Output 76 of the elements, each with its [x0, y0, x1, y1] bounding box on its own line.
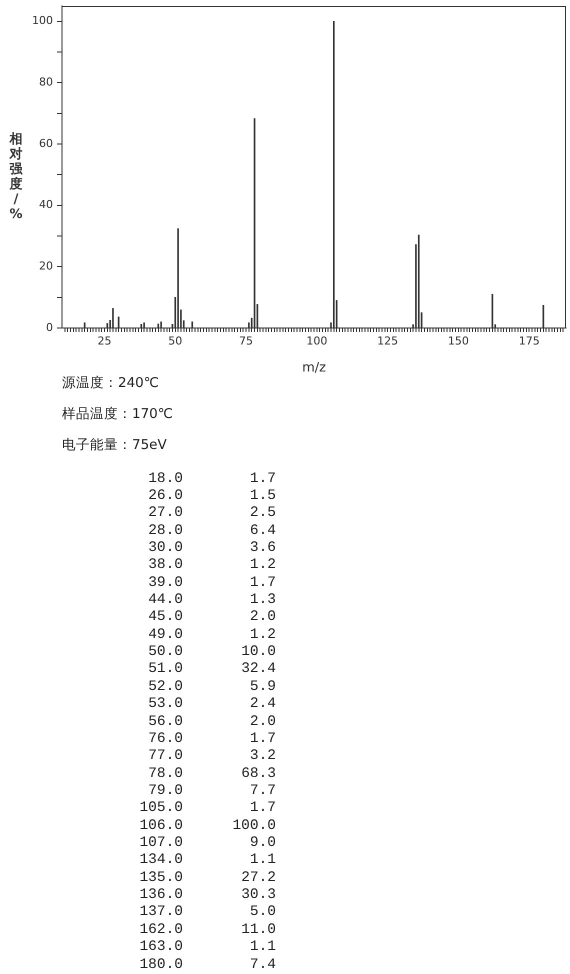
text: 1.1 [248, 852, 276, 870]
x-tick-label: 25 [97, 334, 112, 348]
text: 电子能量：75eV [62, 437, 167, 453]
y-tick-label: 60 [39, 136, 53, 150]
x-tick-label: 50 [168, 334, 182, 348]
text: 27.0 [147, 505, 183, 523]
text: 10.0 [240, 644, 276, 662]
text: 106.0 [138, 818, 183, 836]
text: 53.0 [147, 696, 183, 714]
text: 136.0 [138, 887, 183, 904]
y-tick-label: 0 [46, 320, 53, 334]
x-axis-title: m/z [302, 360, 326, 376]
text: 105.0 [138, 800, 183, 818]
text: 100.0 [231, 818, 276, 836]
text: 51.0 [147, 661, 183, 679]
text: 134.0 [138, 852, 183, 870]
x-tick-label: 150 [448, 334, 469, 348]
text: 79.0 [147, 782, 183, 800]
text: 163.0 [138, 939, 183, 957]
text: 45.0 [147, 609, 183, 627]
x-tick-label: 175 [518, 334, 540, 348]
text: 1.3 [248, 592, 276, 610]
text: 56.0 [147, 714, 183, 731]
text: 27.2 [240, 870, 276, 888]
text: 7.7 [248, 782, 276, 800]
text: 5.0 [248, 904, 276, 922]
text: 样品温度：170℃ [62, 406, 173, 422]
text: 30.0 [147, 540, 183, 558]
text: 68.3 [240, 766, 276, 783]
x-tick-label: 100 [306, 334, 328, 348]
text: 50.0 [147, 644, 183, 662]
text: 1.7 [248, 574, 276, 592]
text: 源温度：240℃ [62, 375, 159, 391]
text: 1.5 [248, 488, 276, 506]
text: 3.6 [248, 540, 276, 558]
text: 1.7 [248, 730, 276, 748]
text: 2.0 [248, 714, 276, 731]
text: 1.2 [248, 626, 276, 644]
text: 2.4 [248, 696, 276, 714]
text: 26.0 [147, 488, 183, 506]
y-tick-label: 20 [39, 260, 53, 273]
text: 3.2 [248, 748, 276, 766]
text: 5.9 [248, 678, 276, 696]
text: 77.0 [147, 748, 183, 766]
text: 1.7 [248, 470, 276, 488]
y-tick-label: 100 [32, 14, 53, 28]
text: 11.0 [240, 922, 276, 940]
text: 6.4 [248, 522, 276, 540]
text: 1.1 [248, 939, 276, 957]
text: 1.7 [248, 800, 276, 818]
text: 30.3 [240, 887, 276, 904]
text: 9.0 [248, 835, 276, 852]
y-axis-title: 相对强度/% [9, 132, 23, 222]
text: 76.0 [147, 730, 183, 748]
text: 52.0 [147, 678, 183, 696]
text: 49.0 [147, 626, 183, 644]
text: 32.4 [240, 661, 276, 679]
text: 78.0 [147, 766, 183, 783]
text: 1.2 [248, 557, 276, 575]
text: 18.0 [147, 470, 183, 488]
text: 137.0 [138, 904, 183, 922]
text: 107.0 [138, 835, 183, 852]
y-tick-label: 80 [39, 76, 53, 89]
text: 28.0 [147, 522, 183, 540]
text: 162.0 [138, 922, 183, 940]
text: 38.0 [147, 557, 183, 575]
text: 135.0 [138, 870, 183, 888]
text: 44.0 [147, 592, 183, 610]
text: 2.0 [248, 609, 276, 627]
text: 7.4 [248, 956, 276, 974]
text: 180.0 [138, 956, 183, 974]
x-tick-label: 75 [239, 334, 254, 348]
text: 39.0 [147, 574, 183, 592]
y-tick-label: 40 [39, 198, 53, 212]
x-tick-label: 125 [377, 334, 398, 348]
text: 2.5 [248, 505, 276, 523]
